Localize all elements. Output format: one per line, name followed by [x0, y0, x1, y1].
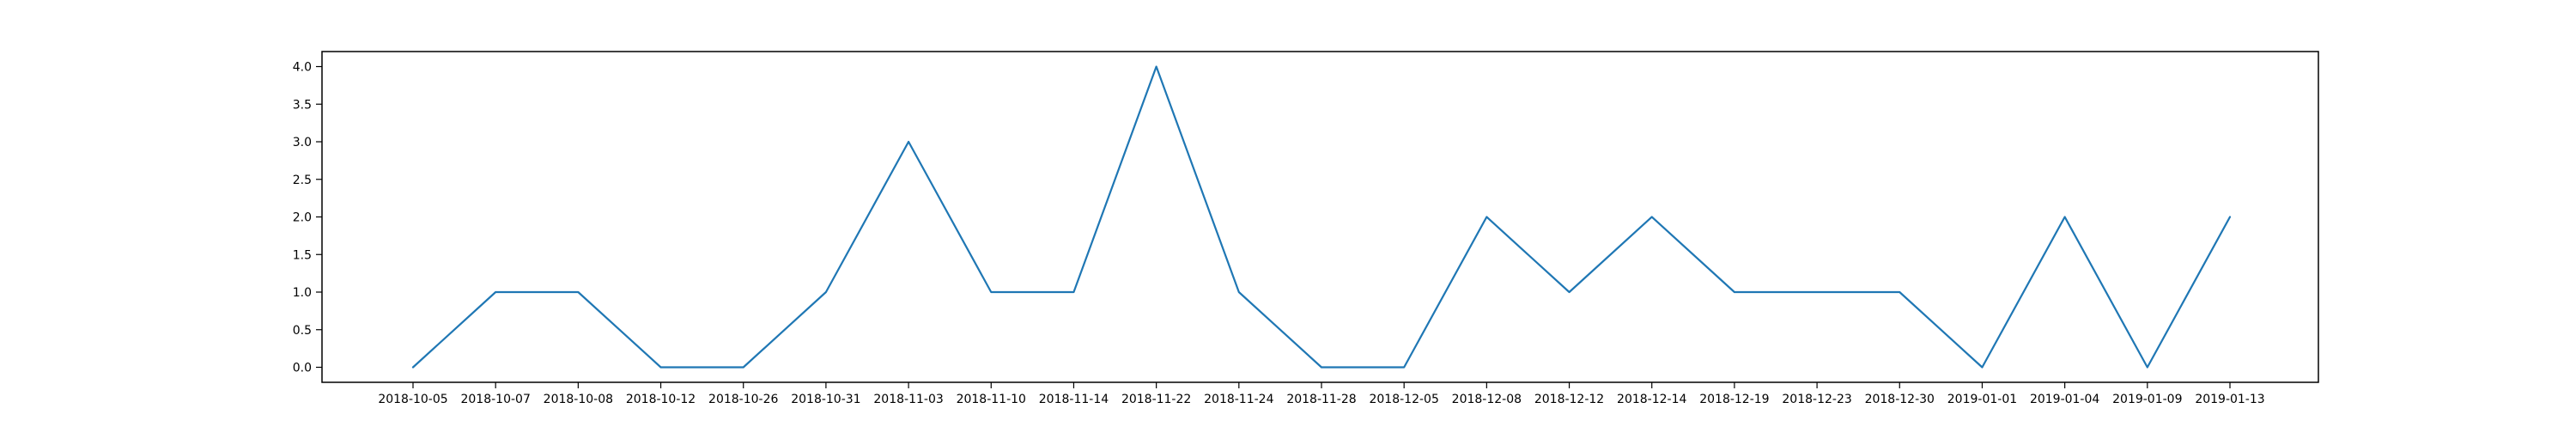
y-tick-label: 2.5	[293, 174, 312, 187]
y-tick-label: 2.0	[293, 211, 312, 225]
x-tick-label: 2018-11-28	[1286, 393, 1356, 406]
x-tick-label: 2018-10-31	[791, 393, 860, 406]
x-tick-label: 2019-01-01	[1947, 393, 2017, 406]
x-tick-label: 2018-10-26	[708, 393, 778, 406]
x-tick-label: 2018-11-24	[1204, 393, 1273, 406]
x-tick-label: 2018-12-12	[1534, 393, 1604, 406]
x-tick-label: 2018-11-10	[957, 393, 1026, 406]
x-tick-label: 2018-12-14	[1617, 393, 1686, 406]
y-tick-label: 1.5	[293, 248, 312, 262]
series-layer	[411, 65, 2232, 369]
x-tick-label: 2018-11-14	[1039, 393, 1109, 406]
x-tick-label: 2018-11-22	[1121, 393, 1191, 406]
y-tick-label: 0.0	[293, 362, 312, 375]
x-tick-label: 2018-12-30	[1865, 393, 1935, 406]
x-tick-label: 2018-12-08	[1452, 393, 1522, 406]
x-tick-label: 2018-10-05	[378, 393, 447, 406]
x-tick-label: 2018-12-05	[1369, 393, 1438, 406]
y-tick-label: 3.0	[293, 136, 312, 149]
y-tick-label: 0.5	[293, 324, 312, 338]
x-axis: 2018-10-05 2018-10-07 2018-10-08 2018-10-12…	[378, 382, 2265, 406]
x-tick-label: 2019-01-09	[2112, 393, 2182, 406]
x-tick-label: 2018-11-03	[873, 393, 943, 406]
y-tick-label: 1.0	[293, 286, 312, 300]
plot-frame	[321, 51, 2319, 383]
x-tick-label: 2019-01-04	[2030, 393, 2099, 406]
x-tick-label: 2018-12-23	[1782, 393, 1851, 406]
x-tick-label: 2018-12-19	[1699, 393, 1769, 406]
y-tick-label: 4.0	[293, 61, 312, 75]
series-line	[411, 65, 2232, 369]
x-tick-label: 2019-01-13	[2195, 393, 2264, 406]
x-tick-label: 2018-10-07	[460, 393, 530, 406]
x-tick-label: 2018-10-08	[544, 393, 613, 406]
plot-area	[322, 52, 2318, 382]
y-tick-label: 3.5	[293, 98, 312, 112]
x-tick-label: 2018-10-12	[626, 393, 696, 406]
y-axis: 0.0 0.5 1.0 1.5 2.0 2.5 3.0 3.5 4.0	[293, 61, 322, 375]
